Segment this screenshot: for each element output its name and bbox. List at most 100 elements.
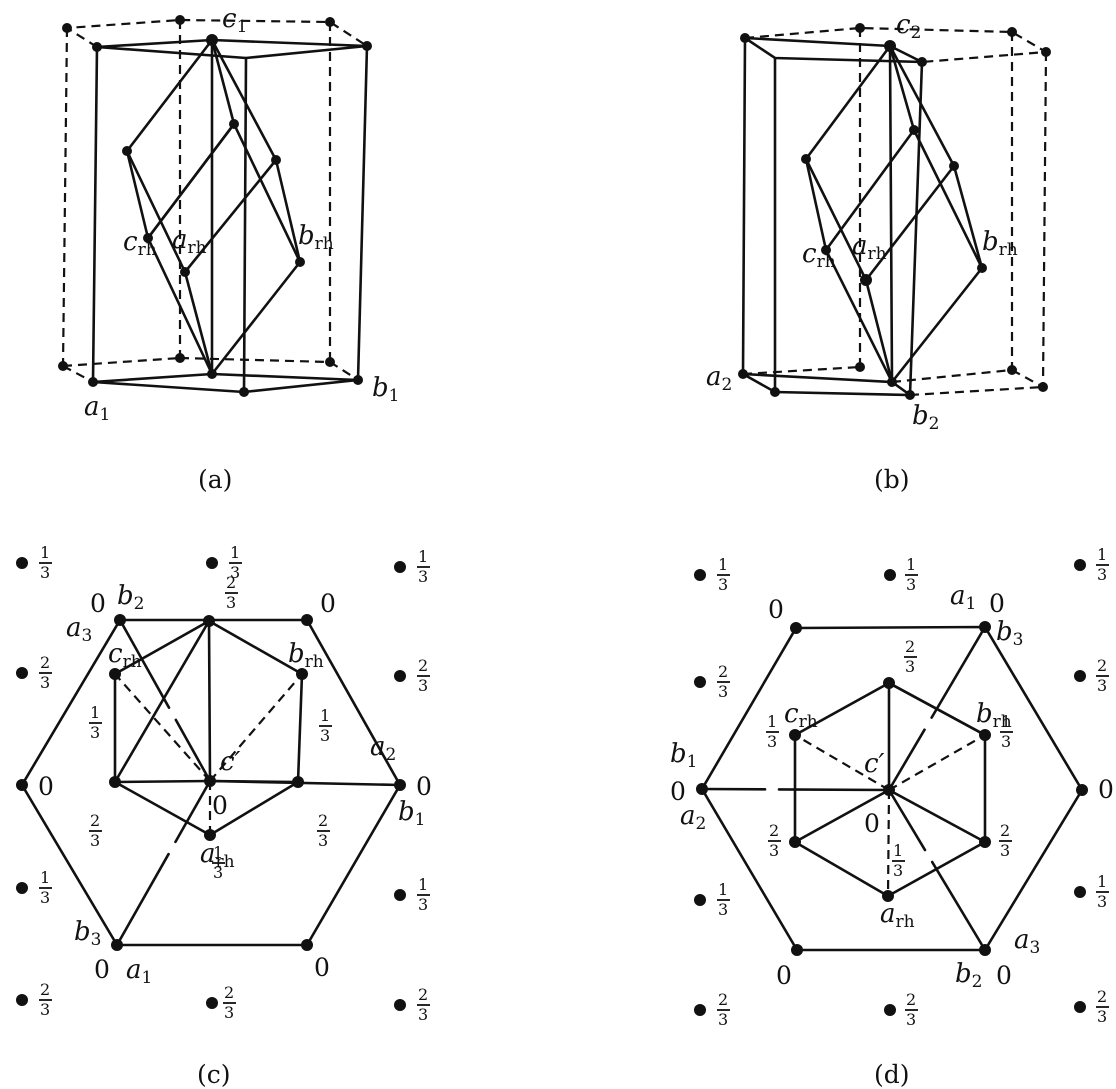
svg-text:3: 3	[226, 593, 236, 612]
label-c-prime: c′	[220, 747, 241, 777]
svg-text:3: 3	[767, 732, 777, 751]
height-zero: 0	[989, 589, 1005, 618]
svg-text:3: 3	[893, 861, 903, 880]
panel-a-label-c1: c1	[222, 4, 247, 37]
label-b3: b3	[996, 617, 1023, 650]
fraction-one-third: 13	[717, 880, 730, 919]
panel-b-label-b2: b2	[912, 401, 939, 434]
label-b-rh: brh	[288, 639, 324, 672]
label-a1: a1	[126, 955, 152, 988]
height-zero: 0	[996, 961, 1012, 990]
svg-text:3: 3	[40, 673, 50, 692]
label-b2: b2	[955, 959, 982, 992]
fraction-two-thirds: 23	[904, 637, 917, 676]
svg-text:2: 2	[318, 811, 328, 830]
svg-text:3: 3	[90, 831, 100, 850]
svg-text:3: 3	[769, 841, 779, 860]
fraction-one-third: 13	[892, 841, 905, 880]
fraction-one-third: 13	[39, 868, 52, 907]
svg-text:3: 3	[230, 563, 240, 582]
svg-text:1: 1	[906, 555, 916, 574]
svg-text:3: 3	[224, 1003, 234, 1022]
svg-text:2: 2	[40, 653, 50, 672]
label-a2: a2	[370, 732, 396, 765]
fraction-two-thirds: 23	[317, 811, 330, 850]
svg-text:2: 2	[769, 821, 779, 840]
svg-text:2: 2	[226, 573, 236, 592]
svg-text:3: 3	[718, 900, 728, 919]
label-a-rh: arh	[880, 899, 915, 932]
fraction-one-third: 13	[717, 555, 730, 594]
svg-text:1: 1	[718, 555, 728, 574]
fraction-one-third: 13	[1096, 872, 1109, 911]
label-a2: a2	[680, 801, 706, 834]
fraction-one-third: 13	[319, 706, 332, 745]
panel-b-label-c2: c2	[896, 10, 921, 43]
label-a1: a1	[950, 581, 976, 614]
caption-c: (c)	[197, 1060, 231, 1089]
svg-text:3: 3	[1097, 892, 1107, 911]
height-zero: 0	[416, 772, 432, 801]
svg-text:3: 3	[40, 888, 50, 907]
label-b2: b2	[117, 581, 144, 614]
svg-text:1: 1	[893, 841, 903, 860]
panel-a-label-a1: a1	[84, 392, 110, 425]
caption-d: (d)	[874, 1060, 910, 1089]
fraction-two-thirds: 23	[225, 573, 238, 612]
height-zero: 0	[94, 955, 110, 984]
fraction-two-thirds: 23	[905, 990, 918, 1029]
svg-text:2: 2	[906, 990, 916, 1009]
svg-text:2: 2	[718, 662, 728, 681]
svg-text:2: 2	[1097, 656, 1107, 675]
fraction-one-third: 13	[212, 843, 225, 882]
fraction-one-third: 13	[229, 543, 242, 582]
svg-text:3: 3	[320, 726, 330, 745]
fraction-two-thirds: 23	[89, 811, 102, 850]
svg-text:2: 2	[718, 990, 728, 1009]
height-zero: 0	[38, 772, 54, 801]
fraction-two-thirds: 23	[417, 656, 430, 695]
svg-text:3: 3	[318, 831, 328, 850]
svg-text:3: 3	[1097, 1007, 1107, 1026]
svg-text:3: 3	[418, 1005, 428, 1024]
svg-text:3: 3	[90, 723, 100, 742]
label-a-rh: arh	[200, 839, 235, 872]
label-b3: b3	[74, 917, 101, 950]
svg-text:3: 3	[718, 575, 728, 594]
height-zero: 0	[212, 791, 228, 820]
height-zero: 0	[314, 953, 330, 982]
svg-text:1: 1	[1097, 872, 1107, 891]
svg-text:3: 3	[418, 676, 428, 695]
height-zero: 0	[320, 589, 336, 618]
svg-text:3: 3	[1000, 841, 1010, 860]
svg-text:2: 2	[1097, 987, 1107, 1006]
svg-text:3: 3	[905, 657, 915, 676]
svg-text:2: 2	[418, 656, 428, 675]
panel-d-axis-labels: a1 b3 b1 a2 a3 b2 crh brh arh c′	[670, 581, 1040, 992]
svg-text:2: 2	[90, 811, 100, 830]
svg-text:3: 3	[1097, 676, 1107, 695]
label-a3: a3	[1014, 925, 1040, 958]
panel-b-label-b-rh: brh	[982, 227, 1018, 260]
svg-text:1: 1	[1001, 712, 1011, 731]
fraction-one-third: 13	[417, 547, 430, 586]
svg-text:3: 3	[718, 1010, 728, 1029]
svg-text:3: 3	[40, 1000, 50, 1019]
panel-a-label-b-rh: brh	[298, 221, 334, 254]
height-zero: 0	[776, 961, 792, 990]
panel-b-label-a2: a2	[706, 362, 732, 395]
height-zero: 0	[670, 777, 686, 806]
svg-text:3: 3	[906, 1010, 916, 1029]
panel-b-label-c-rh: crh	[802, 239, 836, 272]
svg-text:1: 1	[320, 706, 330, 725]
label-c-rh: crh	[108, 639, 142, 672]
panel-b-label-a-rh: arh	[852, 231, 887, 264]
fraction-two-thirds: 23	[39, 980, 52, 1019]
label-a3: a3	[66, 613, 92, 646]
panel-a-label-c-rh: crh	[123, 227, 157, 260]
label-c-prime: c′	[864, 749, 885, 779]
panel-d-height-labels: 13 13 13 23 23 13 13 23 23 23 23 13 13 2…	[670, 545, 1114, 1029]
fraction-one-third: 13	[1096, 545, 1109, 584]
svg-text:3: 3	[1001, 732, 1011, 751]
